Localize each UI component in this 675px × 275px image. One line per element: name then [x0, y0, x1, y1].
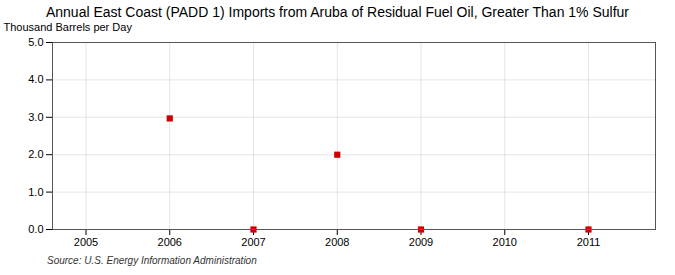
svg-text:Thousand Barrels per Day: Thousand Barrels per Day: [4, 21, 133, 33]
svg-text:2.0: 2.0: [28, 148, 43, 160]
svg-text:1.0: 1.0: [28, 186, 43, 198]
svg-text:2011: 2011: [577, 236, 601, 248]
svg-text:2009: 2009: [409, 236, 433, 248]
svg-text:0.0: 0.0: [28, 223, 43, 235]
svg-text:2008: 2008: [325, 236, 349, 248]
svg-text:2010: 2010: [493, 236, 517, 248]
svg-text:5.0: 5.0: [28, 36, 43, 48]
svg-text:3.0: 3.0: [28, 111, 43, 123]
svg-text:2006: 2006: [158, 236, 182, 248]
html-text:Annual East Coast (PADD 1) Imp: Annual East Coast (PADD 1) Imports from …: [46, 4, 629, 20]
svg-text:2005: 2005: [74, 236, 98, 248]
svg-text:2007: 2007: [241, 236, 265, 248]
svg-text:4.0: 4.0: [28, 73, 43, 85]
html-text:Source: U.S. Energy Informatio: Source: U.S. Energy Information Administ…: [47, 255, 257, 266]
